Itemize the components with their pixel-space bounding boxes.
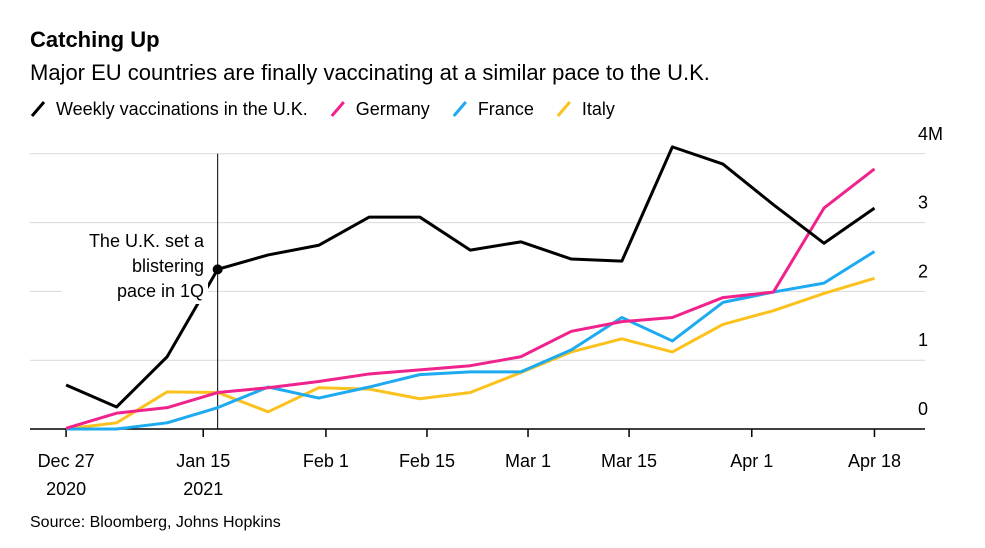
source: Source: Bloomberg, Johns Hopkins: [30, 514, 281, 531]
x-tick-sublabel: 2021: [183, 479, 223, 499]
y-tick-label: 3: [918, 193, 928, 213]
series-line: [65, 167, 876, 430]
x-tick-sublabel: 2020: [46, 479, 86, 499]
annotation-text: pace in 1Q: [117, 281, 204, 301]
legend-swatch: [452, 101, 467, 117]
x-tick-label: Apr 18: [848, 451, 901, 471]
annotation-bg: [62, 280, 208, 304]
x-tick-label: Mar 15: [601, 451, 657, 471]
y-tick-label: 4M: [918, 124, 943, 144]
series-line: [66, 250, 876, 431]
x-tick-label: Dec 27: [38, 451, 95, 471]
series-line: [65, 276, 875, 431]
annotation-bg: [62, 255, 208, 279]
y-tick-label: 1: [918, 330, 928, 350]
legend-label: Italy: [582, 99, 615, 119]
legend-swatch: [30, 101, 46, 117]
legend-label: Weekly vaccinations in the U.K.: [56, 99, 308, 119]
legend-label: France: [478, 99, 534, 119]
x-tick-label: Feb 1: [303, 451, 349, 471]
annotation-dot: [212, 264, 223, 275]
legend-label: Germany: [356, 99, 430, 119]
legend-swatch: [330, 101, 345, 117]
x-tick-label: Mar 1: [505, 451, 551, 471]
legend-swatch: [556, 101, 571, 117]
y-tick-label: 0: [918, 399, 928, 419]
y-tick-label: 2: [918, 261, 928, 281]
x-tick-label: Jan 15: [176, 451, 230, 471]
annotation-text: The U.K. set a: [89, 231, 205, 251]
chart-subtitle: Major EU countries are finally vaccinati…: [30, 60, 710, 85]
annotation-text: blistering: [132, 256, 204, 276]
x-tick-label: Apr 1: [730, 451, 773, 471]
x-tick-label: Feb 15: [399, 451, 455, 471]
chart-title: Catching Up: [30, 27, 160, 52]
annotation-bg: [62, 230, 208, 254]
